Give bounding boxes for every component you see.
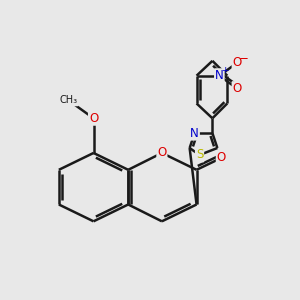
Text: N: N (215, 69, 224, 82)
Text: O: O (232, 82, 242, 95)
Text: O: O (157, 146, 167, 160)
Text: O: O (232, 56, 242, 69)
Text: N: N (190, 127, 199, 140)
Text: S: S (196, 148, 203, 161)
Text: O: O (89, 112, 98, 125)
Text: O: O (217, 152, 226, 164)
Text: −: − (239, 52, 249, 65)
Text: CH₃: CH₃ (60, 95, 78, 106)
Text: +: + (221, 66, 229, 75)
